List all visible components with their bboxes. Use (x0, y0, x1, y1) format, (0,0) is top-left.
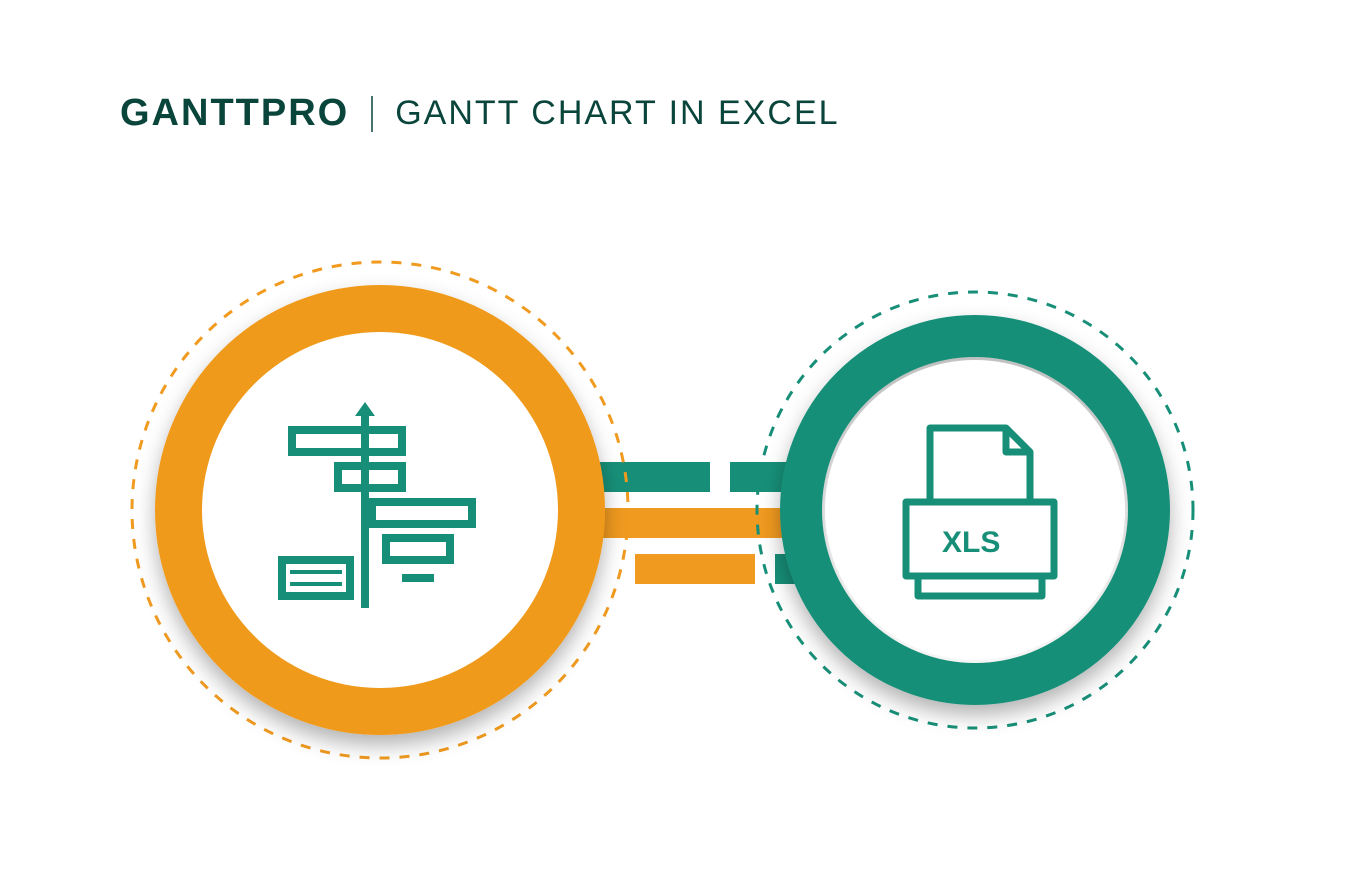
infographic-stage: XLS (0, 200, 1368, 820)
header-divider (371, 96, 373, 132)
right-circle-group: XLS (757, 292, 1193, 728)
page-title: GANTT CHART IN EXCEL (395, 94, 839, 133)
header: GANTTPRO GANTT CHART IN EXCEL (120, 92, 840, 135)
left-inner-disc (202, 332, 558, 688)
xls-label: XLS (942, 526, 1000, 559)
logo-text: GANTTPRO (120, 92, 349, 135)
left-circle-group (132, 262, 628, 758)
connector-bar (590, 462, 710, 492)
connector-bar (635, 554, 755, 584)
